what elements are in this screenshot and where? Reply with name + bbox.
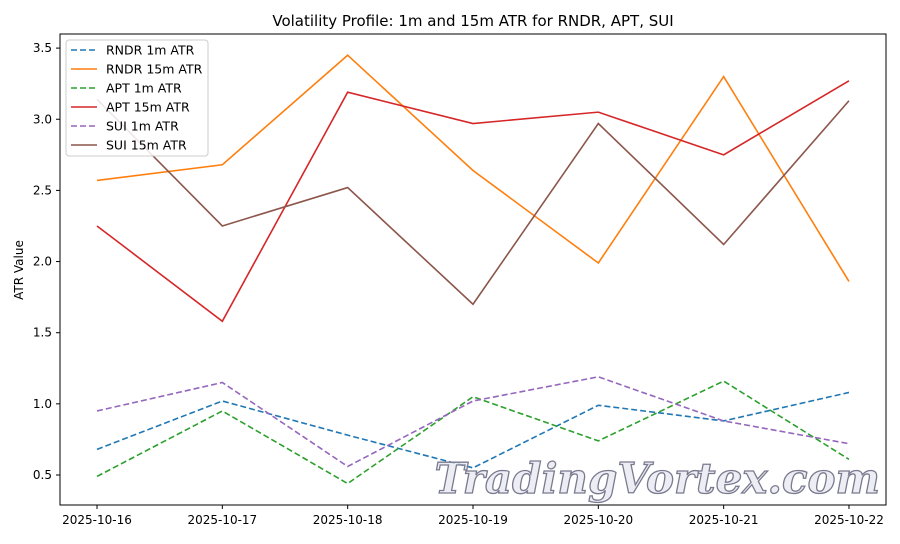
legend-label: APT 1m ATR <box>106 81 182 96</box>
y-tick-label: 2.0 <box>33 255 52 269</box>
y-axis-label: ATR Value <box>12 240 26 300</box>
legend: RNDR 1m ATR RNDR 15m ATR APT 1m ATR APT 15m… <box>65 39 209 157</box>
series-line-rndr-1m-atr <box>96 391 850 469</box>
y-tick-label: 3.0 <box>33 112 52 126</box>
y-tick-label: 1.0 <box>33 397 52 411</box>
y-tick-label: 0.5 <box>33 468 52 482</box>
series-line-apt-15m-atr <box>96 80 850 323</box>
x-tick-label: 2025-10-21 <box>689 513 759 527</box>
plot-frame <box>59 33 887 506</box>
legend-label: SUI 1m ATR <box>106 119 179 134</box>
x-tick-label: 2025-10-16 <box>62 513 132 527</box>
x-tick-label: 2025-10-17 <box>187 513 257 527</box>
y-tick-label: 2.5 <box>33 183 52 197</box>
y-tick-label: 1.5 <box>33 326 52 340</box>
x-tick-label: 2025-10-18 <box>313 513 383 527</box>
series-line-sui-1m-atr <box>96 375 850 468</box>
legend-label: RNDR 15m ATR <box>106 62 203 77</box>
y-tick-label: 3.5 <box>33 41 52 55</box>
legend-box <box>65 39 209 157</box>
chart-title: Volatility Profile: 1m and 15m ATR for R… <box>272 12 673 30</box>
series-line-rndr-15m-atr <box>96 54 850 282</box>
x-tick-label: 2025-10-19 <box>438 513 508 527</box>
watermark: TradingVortex.com <box>435 454 880 503</box>
legend-label: RNDR 1m ATR <box>106 43 195 58</box>
legend-label: SUI 15m ATR <box>106 138 187 153</box>
series-line-sui-15m-atr <box>96 98 850 306</box>
x-tick-label: 2025-10-20 <box>563 513 633 527</box>
x-tick-label: 2025-10-22 <box>814 513 884 527</box>
legend-label: APT 15m ATR <box>106 100 190 115</box>
